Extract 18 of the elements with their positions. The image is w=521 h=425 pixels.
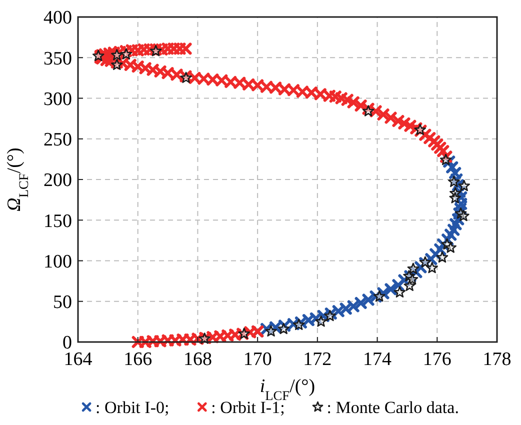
- y-tick-label: 100: [44, 251, 72, 272]
- y-tick-label: 50: [53, 292, 72, 314]
- x-tick-label: 170: [243, 349, 272, 370]
- y-tick-label: 250: [44, 130, 72, 151]
- x-tick-label: 176: [422, 349, 452, 370]
- y-tick-label: 200: [44, 170, 72, 192]
- legend-label: : Orbit I-0;: [96, 398, 170, 417]
- x-tick-label: 168: [183, 349, 212, 370]
- y-tick-label: 400: [44, 8, 72, 29]
- x-tick-label: 178: [482, 349, 512, 370]
- y-tick-label: 150: [44, 210, 72, 232]
- x-axis-title: i$_{LCF}$/(°): [260, 376, 316, 402]
- y-tick-label: 300: [44, 88, 72, 110]
- x-tick-label: 172: [303, 349, 332, 370]
- x-tick-label: 166: [124, 349, 152, 370]
- y-tick-label: 350: [44, 48, 72, 70]
- x-tick-label: 174: [363, 349, 392, 370]
- legend-label: : Monte Carlo data.: [326, 398, 459, 417]
